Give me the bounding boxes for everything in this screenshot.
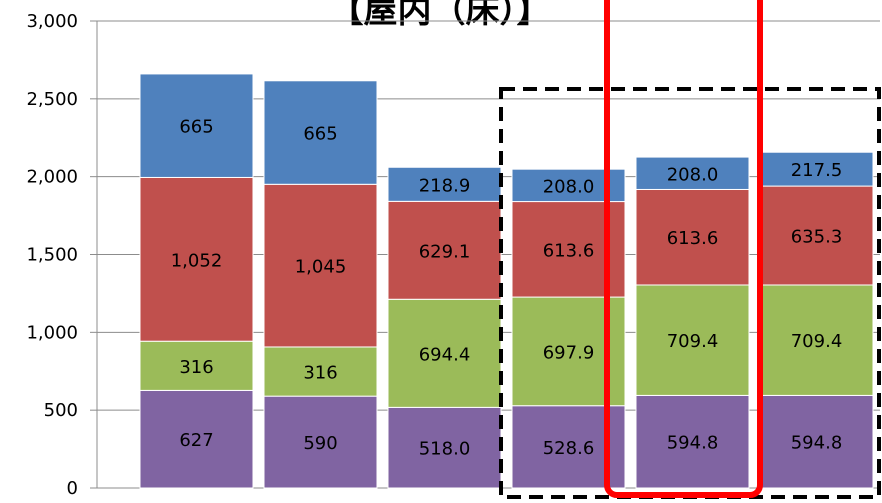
data-label: 709.4 xyxy=(667,331,719,352)
bar-segment xyxy=(759,394,874,489)
bar-segment xyxy=(759,151,874,187)
annotations xyxy=(499,0,881,499)
data-label: 217.5 xyxy=(791,160,843,181)
bar-segment xyxy=(635,394,750,489)
bar-segment xyxy=(263,80,378,185)
bar-segment xyxy=(387,166,502,202)
bar-segment xyxy=(635,156,750,190)
data-label: 316 xyxy=(179,357,213,378)
data-label: 613.6 xyxy=(543,240,595,261)
data-label: 665 xyxy=(179,117,213,138)
bar-segment xyxy=(263,395,378,489)
y-tick-label: 1,000 xyxy=(26,322,78,343)
bar-segment xyxy=(635,284,750,396)
data-label: 208.0 xyxy=(543,176,595,197)
bar-segment xyxy=(263,183,378,348)
data-label: 316 xyxy=(303,363,337,384)
data-label: 665 xyxy=(303,124,337,145)
data-label: 635.3 xyxy=(791,227,843,248)
bar-segment xyxy=(263,346,378,397)
data-label: 208.0 xyxy=(667,164,719,185)
y-tick-label: 2,500 xyxy=(26,89,78,110)
bar-segment xyxy=(139,73,254,178)
y-tick-label: 500 xyxy=(44,400,78,421)
data-label: 594.8 xyxy=(791,433,843,454)
bar-segment xyxy=(635,188,750,286)
data-labels: 627 316 1,052 665 590 316 1,045 665 518.0 694.4 62… xyxy=(171,117,843,460)
y-tick-label: 2,000 xyxy=(26,167,78,188)
y-tick-label: 0 xyxy=(67,478,78,499)
chart-title: 【屋内（床）】 xyxy=(330,0,551,31)
data-label: 590 xyxy=(303,433,337,454)
data-label: 613.6 xyxy=(667,228,719,249)
data-label: 518.0 xyxy=(419,439,471,460)
bar-segment xyxy=(759,185,874,286)
data-label: 1,052 xyxy=(171,250,223,271)
bar-segment xyxy=(387,200,502,300)
data-label: 697.9 xyxy=(543,342,595,363)
data-label: 218.9 xyxy=(419,175,471,196)
data-label: 694.4 xyxy=(419,344,471,365)
bars xyxy=(139,73,874,489)
red-highlight-box xyxy=(604,0,763,498)
data-label: 1,045 xyxy=(295,257,347,278)
y-tick-label: 1,500 xyxy=(26,245,78,266)
data-label: 709.4 xyxy=(791,331,843,352)
data-label: 627 xyxy=(179,430,213,451)
data-label: 629.1 xyxy=(419,241,471,262)
y-tick-label: 3,000 xyxy=(26,11,78,32)
data-label: 528.6 xyxy=(543,438,595,459)
bar-segment xyxy=(139,389,254,489)
bar-segment xyxy=(387,406,502,489)
data-label: 594.8 xyxy=(667,433,719,454)
